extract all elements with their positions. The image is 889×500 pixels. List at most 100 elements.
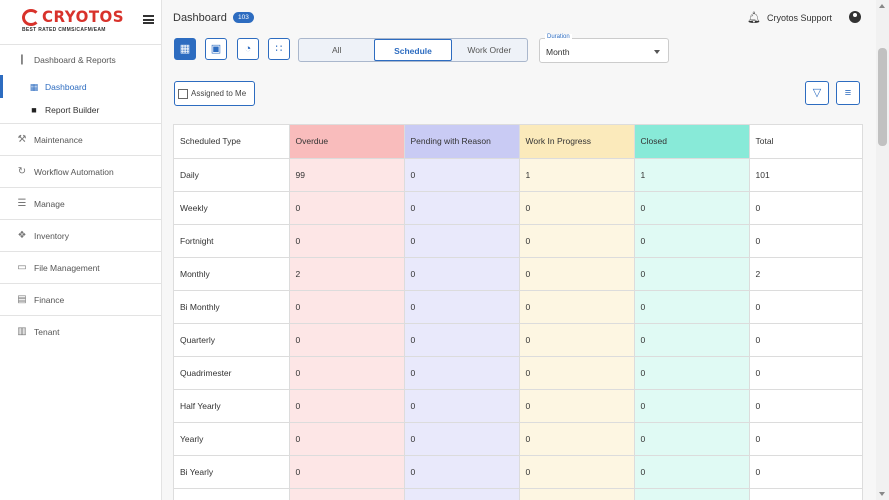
table-row[interactable]: Bi Yearly 0 0 0 0 0 bbox=[174, 455, 862, 489]
chart-view-button[interactable]: ◔ bbox=[237, 38, 259, 60]
segment-work-order[interactable]: Work Order bbox=[467, 45, 512, 55]
checkbox[interactable] bbox=[178, 88, 188, 99]
page-scrollbar[interactable] bbox=[876, 0, 889, 500]
table-row[interactable]: Daily 99 0 1 1 101 bbox=[174, 158, 862, 192]
brand-logo[interactable]: CRYOTOS BEST RATED CMMS/CAFM/EAM bbox=[0, 0, 161, 44]
sidebar-item-maintenance[interactable]: ⚒ Maintenance bbox=[0, 124, 161, 156]
user-name[interactable]: Cryotos Support bbox=[767, 13, 833, 23]
scatter-view-button[interactable]: ∷ bbox=[268, 38, 290, 60]
sidebar-item-label: Manage bbox=[34, 198, 65, 209]
sidebar-item-label: Report Builder bbox=[45, 104, 100, 115]
sidebar-item-dashboard-reports[interactable]: ❙ Dashboard & Reports bbox=[0, 45, 161, 75]
table-row[interactable]: Yearly 0 0 0 0 0 bbox=[174, 422, 862, 456]
cell-overdue: 2 bbox=[289, 257, 405, 291]
user-avatar-icon[interactable] bbox=[849, 11, 861, 23]
grid-icon: ▦ bbox=[179, 43, 191, 55]
brand-name: CRYOTOS bbox=[42, 7, 125, 27]
header-scheduled-type: Scheduled Type bbox=[174, 125, 290, 159]
sidebar-item-label: Inventory bbox=[34, 230, 69, 241]
sidebar-item-finance[interactable]: ▤ Finance bbox=[0, 284, 161, 316]
calendar-view-button[interactable]: ▣ bbox=[205, 38, 227, 60]
cell-scheduled-type: Quadrimester bbox=[174, 356, 290, 390]
calendar-icon: ▣ bbox=[210, 43, 222, 55]
table-row[interactable]: Fortnight 0 0 0 0 0 bbox=[174, 224, 862, 258]
sidebar-item-label: Tenant bbox=[34, 327, 60, 337]
building-icon: ▥ bbox=[17, 326, 27, 337]
cell-scheduled-type: Daily bbox=[174, 158, 290, 192]
cell-scheduled-type: Fortnight bbox=[174, 224, 290, 258]
header-pending: Pending with Reason bbox=[404, 125, 520, 159]
cell-pending: 0 bbox=[404, 290, 520, 324]
sidebar-item-inventory[interactable]: ❖ Inventory bbox=[0, 220, 161, 252]
cell-pending: 0 bbox=[404, 422, 520, 456]
cell-scheduled-type: Half Yearly bbox=[174, 389, 290, 423]
table-row[interactable] bbox=[174, 488, 862, 500]
scroll-down-icon[interactable] bbox=[879, 492, 885, 496]
table-row[interactable]: Quadrimester 0 0 0 0 0 bbox=[174, 356, 862, 390]
duration-select[interactable]: Duration Month bbox=[539, 34, 669, 63]
segment-all[interactable]: All bbox=[331, 45, 342, 55]
duration-label: Duration bbox=[545, 34, 572, 40]
folder-icon: ▭ bbox=[17, 261, 27, 273]
cell-overdue: 0 bbox=[289, 389, 405, 423]
filter-button[interactable]: ▽ bbox=[805, 81, 829, 105]
cell-overdue: 0 bbox=[289, 323, 405, 357]
cell-work-in-progress: 0 bbox=[519, 257, 635, 291]
duration-value: Month bbox=[546, 47, 570, 57]
settings-sliders-button[interactable]: ≡ bbox=[836, 81, 860, 105]
cell-work-in-progress: 1 bbox=[519, 158, 635, 192]
sidebar-item-manage[interactable]: ☰ Manage bbox=[0, 188, 161, 220]
grid-icon: ▦ bbox=[29, 81, 39, 92]
scroll-up-icon[interactable] bbox=[879, 4, 885, 8]
sidebar-item-label: Finance bbox=[34, 294, 65, 305]
header-overdue: Overdue bbox=[289, 125, 405, 159]
cell-total: 0 bbox=[749, 290, 862, 324]
cell-pending: 0 bbox=[404, 356, 520, 390]
assigned-to-me-toggle[interactable]: Assigned to Me bbox=[174, 81, 255, 106]
table-row[interactable]: Half Yearly 0 0 0 0 0 bbox=[174, 389, 862, 423]
cell-overdue: 0 bbox=[289, 422, 405, 456]
sidebar-item-tenant[interactable]: ▥ Tenant bbox=[0, 316, 161, 348]
table-row[interactable]: Bi Monthly 0 0 0 0 0 bbox=[174, 290, 862, 324]
cell-work-in-progress: 0 bbox=[519, 224, 635, 258]
scrollbar-thumb[interactable] bbox=[878, 48, 887, 146]
schedule-table: Scheduled Type Overdue Pending with Reas… bbox=[174, 125, 862, 500]
bell-icon[interactable]: 🔔︎ bbox=[747, 12, 761, 24]
page-title: Dashboard bbox=[173, 12, 227, 24]
filter-icon: ▽ bbox=[812, 87, 822, 99]
sidebar-item-label: Workflow Automation bbox=[34, 166, 114, 177]
sidebar-item-file-management[interactable]: ▭ File Management bbox=[0, 252, 161, 284]
table-row[interactable]: Monthly 2 0 0 0 2 bbox=[174, 257, 862, 291]
header-work-in-progress: Work In Progress bbox=[519, 125, 635, 159]
cart-icon: ☰ bbox=[17, 197, 27, 209]
cell-work-in-progress: 0 bbox=[519, 191, 635, 225]
table-row[interactable]: Weekly 0 0 0 0 0 bbox=[174, 191, 862, 225]
cell-closed: 0 bbox=[634, 191, 750, 225]
header-closed: Closed bbox=[634, 125, 750, 159]
cell-closed: 0 bbox=[634, 290, 750, 324]
table-header-row: Scheduled Type Overdue Pending with Reas… bbox=[174, 125, 862, 159]
cell-scheduled-type: Bi Monthly bbox=[174, 290, 290, 324]
cell-pending: 0 bbox=[404, 257, 520, 291]
sidebar-item-workflow-automation[interactable]: ↻ Workflow Automation bbox=[0, 156, 161, 188]
cell-total: 0 bbox=[749, 224, 862, 258]
cell-scheduled-type bbox=[174, 488, 290, 500]
sidebar-item-dashboard[interactable]: ▦ Dashboard bbox=[0, 75, 161, 98]
sliders-icon: ≡ bbox=[844, 87, 852, 99]
table-row[interactable]: Quarterly 0 0 0 0 0 bbox=[174, 323, 862, 357]
cell-closed: 0 bbox=[634, 455, 750, 489]
cell-total: 0 bbox=[749, 389, 862, 423]
main-content: Dashboard 103 🔔︎ Cryotos Support ▦ ▣ ◔ ∷… bbox=[163, 0, 876, 500]
cell-scheduled-type: Weekly bbox=[174, 191, 290, 225]
logo-c-icon bbox=[22, 8, 40, 26]
cell-scheduled-type: Quarterly bbox=[174, 323, 290, 357]
hamburger-menu-icon[interactable] bbox=[143, 15, 154, 24]
cell-closed: 0 bbox=[634, 356, 750, 390]
table-body: Daily 99 0 1 1 101 Weekly 0 0 0 0 0 Fortnight 0 0 0 0 0 Mo… bbox=[174, 158, 862, 500]
dashboard-grid-view-button[interactable]: ▦ bbox=[174, 38, 196, 60]
sidebar-item-report-builder[interactable]: ■ Report Builder bbox=[0, 98, 161, 121]
cell-work-in-progress: 0 bbox=[519, 455, 635, 489]
segment-schedule[interactable]: Schedule bbox=[374, 39, 452, 61]
cell-closed: 0 bbox=[634, 257, 750, 291]
cell-overdue: 0 bbox=[289, 356, 405, 390]
